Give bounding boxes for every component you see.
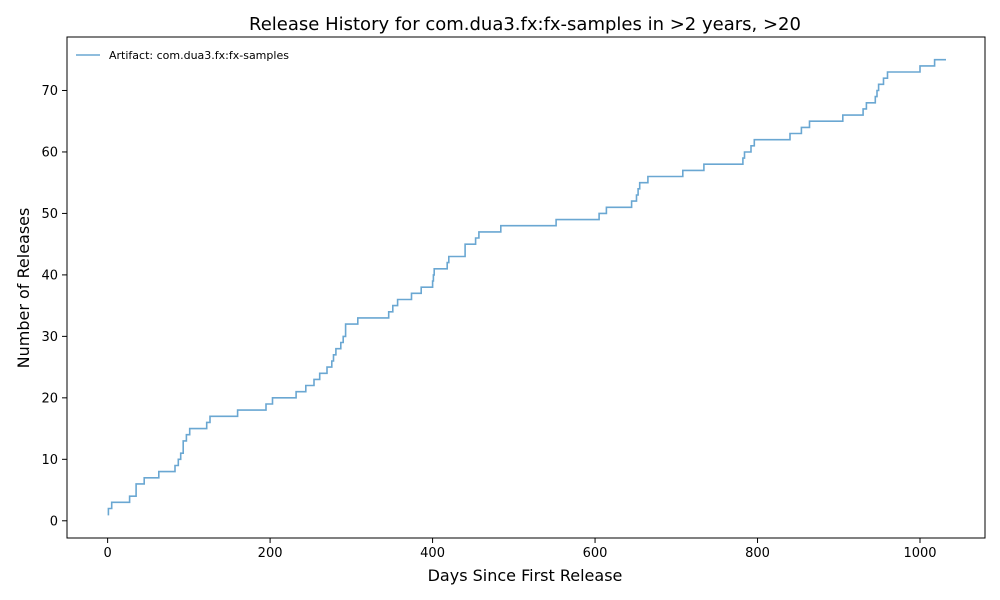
legend-label: Artifact: com.dua3.fx:fx-samples <box>109 49 289 62</box>
y-tick-label: 20 <box>41 391 58 406</box>
x-tick-label: 1000 <box>903 546 936 561</box>
y-tick-label: 60 <box>41 145 58 160</box>
plot-area-frame <box>66 36 986 539</box>
x-tick-label: 800 <box>745 546 770 561</box>
y-axis-label: Number of Releases <box>14 208 33 369</box>
y-tick-label: 30 <box>41 330 58 345</box>
x-axis-label: Days Since First Release <box>428 566 623 585</box>
chart-title: Release History for com.dua3.fx:fx-sampl… <box>249 14 801 35</box>
y-tick-label: 70 <box>41 84 58 99</box>
y-tick-label: 40 <box>41 268 58 283</box>
y-tick-label: 50 <box>41 207 58 222</box>
x-tick-label: 0 <box>103 546 111 561</box>
y-tick-label: 10 <box>41 453 58 468</box>
x-axis-ticks: 0 200 400 600 800 1000 <box>103 538 937 561</box>
legend: Artifact: com.dua3.fx:fx-samples <box>76 49 289 62</box>
series-line <box>107 58 946 516</box>
x-tick-label: 600 <box>583 546 608 561</box>
y-axis-ticks: 0 10 20 30 40 50 60 70 <box>41 84 67 529</box>
x-tick-label: 400 <box>420 546 445 561</box>
y-tick-label: 0 <box>50 514 58 529</box>
x-tick-label: 200 <box>258 546 283 561</box>
